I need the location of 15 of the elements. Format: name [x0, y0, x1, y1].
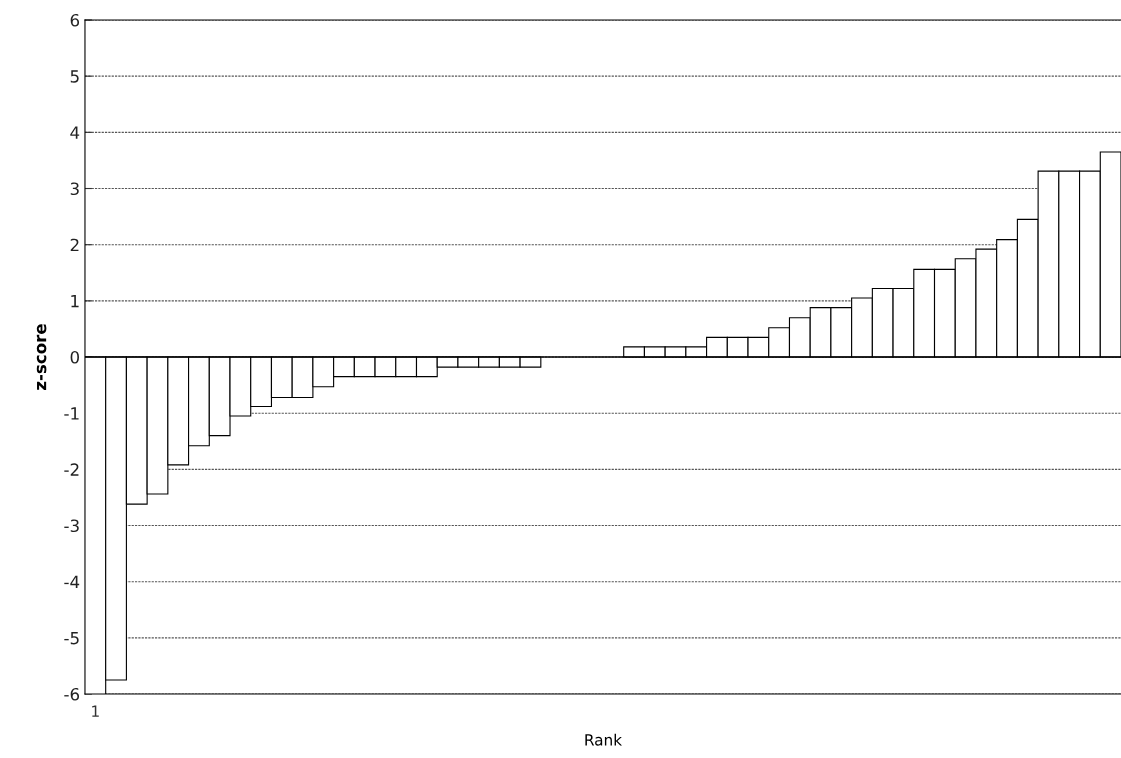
y-tick-label: 3: [70, 182, 79, 196]
y-tick-label: 4: [70, 126, 80, 139]
y-tick-label: 5: [70, 70, 79, 83]
y-tick-label: -1: [64, 407, 79, 420]
y-tick-label: 1: [71, 295, 79, 308]
y-tick-label: -4: [64, 575, 80, 589]
y-tick-label: -2: [64, 463, 79, 476]
y-tick-label: -6: [64, 687, 80, 701]
y-axis-title: z-score: [36, 324, 47, 390]
y-tick-label: 6: [70, 13, 80, 27]
y-tick-label: -3: [64, 519, 79, 533]
y-tick-label: -5: [64, 632, 79, 645]
y-tick-label: 0: [70, 350, 79, 364]
y-tick-label: 2: [70, 238, 79, 252]
x-axis-title: Rank: [585, 733, 623, 746]
